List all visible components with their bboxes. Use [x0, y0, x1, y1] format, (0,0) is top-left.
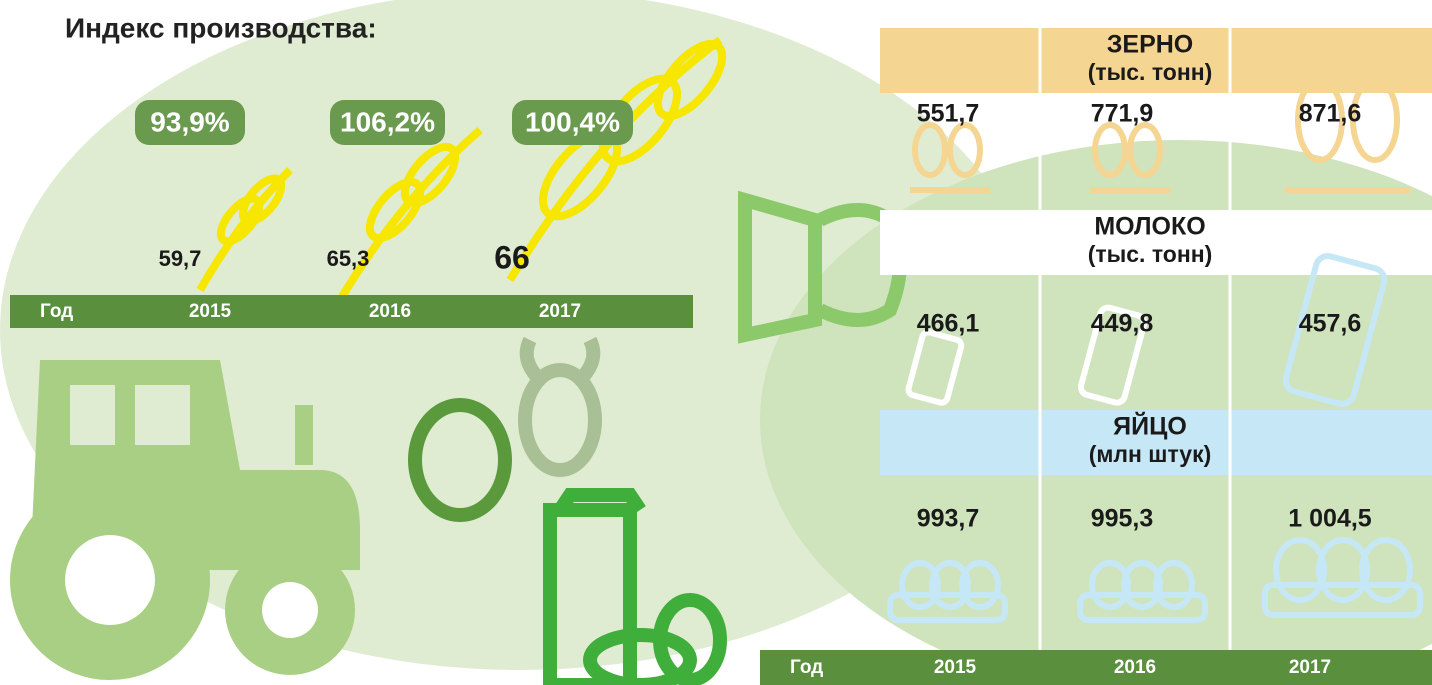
index-value: 106,2%: [340, 106, 435, 137]
egg-icons: [887, 537, 1423, 623]
section-value: 457,6: [1299, 310, 1362, 338]
year: 2017: [1289, 657, 1331, 678]
section-title: ЗЕРНО: [1107, 31, 1194, 59]
section-title: ЯЙЦО: [1113, 411, 1187, 441]
production-value: 59,7: [159, 246, 202, 271]
year: 2016: [369, 301, 411, 322]
index-value: 93,9%: [150, 106, 229, 137]
section-value: 466,1: [917, 310, 980, 338]
section-value: 871,6: [1299, 100, 1362, 128]
year-bar: [760, 650, 1432, 685]
section-unit: (тыс. тонн): [1088, 59, 1213, 85]
year: 2015: [934, 657, 977, 678]
section-title: МОЛОКО: [1094, 213, 1205, 241]
year-label: Год: [790, 657, 823, 678]
column-dividers: [1038, 28, 1232, 650]
year-bar: [10, 295, 693, 328]
section-value: 1 004,5: [1288, 505, 1372, 533]
section-unit: (млн штук): [1089, 441, 1212, 467]
index-pill: [330, 100, 445, 145]
grain-band: [880, 28, 1432, 93]
title: Индекс производства:: [65, 12, 377, 43]
year: 2017: [539, 301, 581, 322]
production-value: 65,3: [327, 246, 370, 271]
section-value: 995,3: [1091, 505, 1154, 533]
index-pill: [135, 100, 245, 145]
milk-icons: [905, 253, 1388, 407]
tractor-icon: [10, 360, 360, 680]
year: 2016: [1114, 657, 1156, 678]
index-value: 100,4%: [525, 106, 620, 137]
grain-icons: [910, 77, 1410, 193]
index-pill: [512, 100, 633, 145]
year: 2015: [189, 301, 232, 322]
section-value: 551,7: [917, 100, 980, 128]
milk-band: [880, 210, 1432, 275]
section-unit: (тыс. тонн): [1088, 241, 1213, 267]
milk-egg-icon: [543, 488, 727, 685]
year-label: Год: [40, 301, 73, 322]
section-value: 771,9: [1091, 100, 1154, 128]
production-value: 66: [494, 239, 530, 275]
wheat-icons: [196, 36, 727, 303]
section-value: 993,7: [917, 505, 980, 533]
egg-band: [880, 410, 1432, 475]
section-value: 449,8: [1091, 310, 1154, 338]
